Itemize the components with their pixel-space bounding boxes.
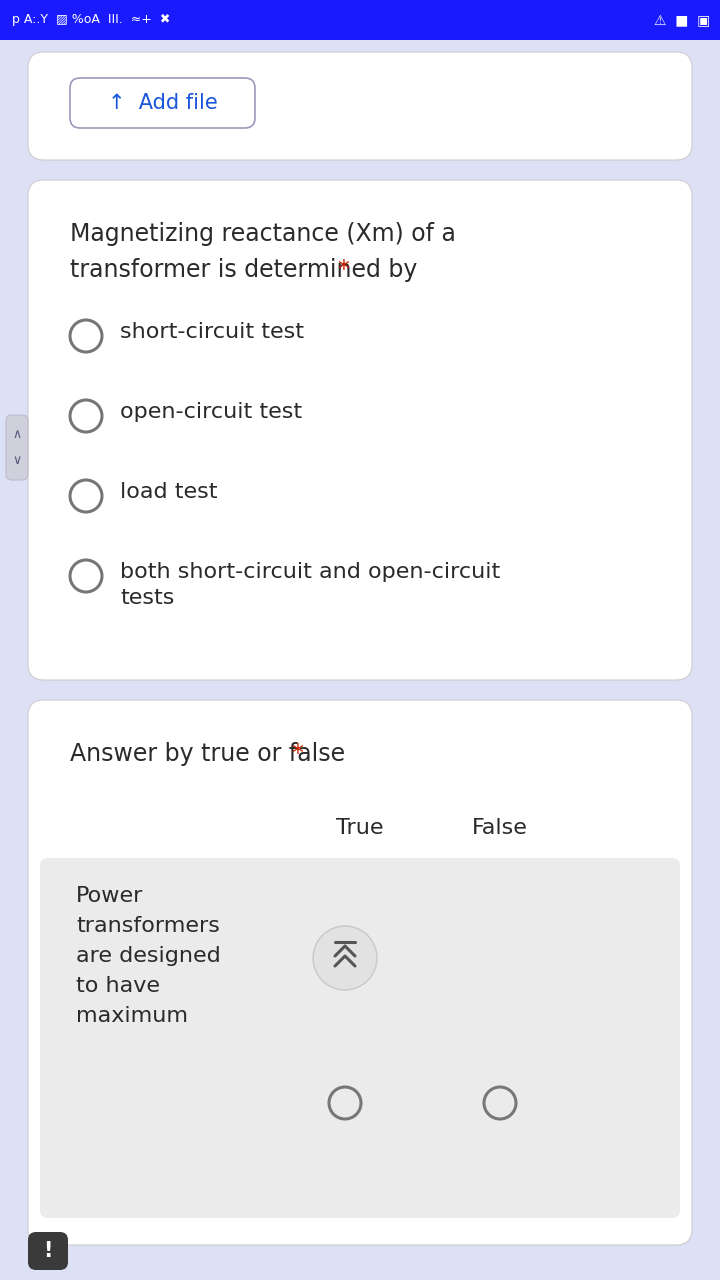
Text: *: * <box>337 259 348 282</box>
Text: !: ! <box>43 1242 53 1261</box>
Text: transformers: transformers <box>76 916 220 936</box>
FancyBboxPatch shape <box>70 78 255 128</box>
FancyBboxPatch shape <box>28 180 692 680</box>
Text: maximum: maximum <box>76 1006 188 1027</box>
Text: ↑  Add file: ↑ Add file <box>107 93 217 113</box>
Text: ⚠  ■  ▣: ⚠ ■ ▣ <box>654 13 710 27</box>
Text: ∧: ∧ <box>12 428 22 442</box>
Text: to have: to have <box>76 975 160 996</box>
FancyBboxPatch shape <box>28 1231 68 1270</box>
FancyBboxPatch shape <box>28 52 692 160</box>
FancyBboxPatch shape <box>6 415 28 480</box>
Text: Magnetizing reactance (Xm) of a: Magnetizing reactance (Xm) of a <box>70 221 456 246</box>
Text: ∨: ∨ <box>12 454 22 467</box>
Text: load test: load test <box>120 483 217 502</box>
Text: transformer is determined by: transformer is determined by <box>70 259 425 282</box>
Text: True: True <box>336 818 384 838</box>
FancyBboxPatch shape <box>40 858 680 1219</box>
Text: *: * <box>291 742 302 765</box>
Text: False: False <box>472 818 528 838</box>
Text: are designed: are designed <box>76 946 221 966</box>
Text: tests: tests <box>120 588 174 608</box>
Text: Answer by true or false: Answer by true or false <box>70 742 353 765</box>
Circle shape <box>313 925 377 989</box>
Text: both short-circuit and open-circuit: both short-circuit and open-circuit <box>120 562 500 582</box>
Text: open-circuit test: open-circuit test <box>120 402 302 422</box>
Text: p A:.Y  ▨ %oA  III.  ≈+  ✖: p A:.Y ▨ %oA III. ≈+ ✖ <box>12 14 171 27</box>
FancyBboxPatch shape <box>0 0 720 40</box>
FancyBboxPatch shape <box>28 700 692 1245</box>
Text: short-circuit test: short-circuit test <box>120 323 304 342</box>
Text: Power: Power <box>76 886 143 906</box>
